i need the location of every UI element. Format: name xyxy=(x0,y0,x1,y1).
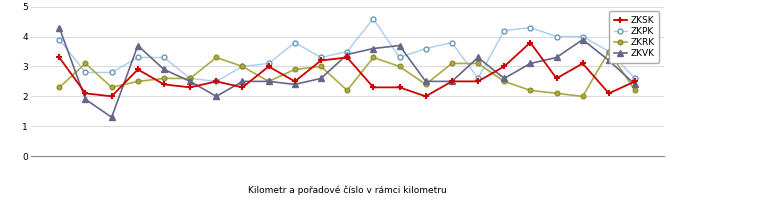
ZKSK xyxy=(290,80,299,83)
ZKPK xyxy=(500,29,509,32)
ZKPK xyxy=(212,80,221,83)
ZKVK xyxy=(107,116,116,119)
ZKVK xyxy=(185,80,195,83)
ZKRK xyxy=(107,86,116,89)
ZKVK xyxy=(604,59,613,62)
ZKPK xyxy=(55,38,64,41)
ZKPK xyxy=(264,62,273,65)
ZKPK xyxy=(369,17,378,20)
ZKSK xyxy=(264,65,273,68)
ZKPK xyxy=(604,50,613,53)
Line: ZKRK: ZKRK xyxy=(57,49,637,99)
ZKSK xyxy=(526,41,535,44)
ZKVK xyxy=(134,44,143,47)
ZKRK xyxy=(134,80,143,83)
ZKVK xyxy=(81,98,90,101)
ZKRK xyxy=(290,68,299,71)
ZKRK xyxy=(552,92,561,95)
ZKVK xyxy=(290,83,299,86)
ZKSK xyxy=(500,65,509,68)
Line: ZKVK: ZKVK xyxy=(56,25,638,120)
ZKVK xyxy=(526,62,535,65)
ZKRK xyxy=(500,80,509,83)
ZKSK xyxy=(604,92,613,95)
ZKRK xyxy=(212,56,221,59)
ZKVK xyxy=(369,47,378,50)
ZKVK xyxy=(212,95,221,98)
ZKRK xyxy=(159,77,169,80)
ZKPK xyxy=(134,56,143,59)
ZKSK xyxy=(159,83,169,86)
Line: ZKPK: ZKPK xyxy=(57,16,637,84)
ZKSK xyxy=(107,95,116,98)
ZKRK xyxy=(238,65,247,68)
ZKRK xyxy=(578,95,588,98)
ZKPK xyxy=(81,71,90,74)
ZKVK xyxy=(238,80,247,83)
ZKVK xyxy=(55,26,64,29)
ZKVK xyxy=(578,38,588,41)
ZKPK xyxy=(421,47,430,50)
ZKVK xyxy=(473,56,482,59)
ZKRK xyxy=(447,62,456,65)
ZKSK xyxy=(473,80,482,83)
ZKSK xyxy=(212,80,221,83)
ZKVK xyxy=(447,80,456,83)
ZKSK xyxy=(134,68,143,71)
ZKPK xyxy=(473,77,482,80)
ZKSK xyxy=(238,86,247,89)
ZKPK xyxy=(578,35,588,38)
ZKRK xyxy=(81,62,90,65)
ZKRK xyxy=(473,62,482,65)
ZKRK xyxy=(421,83,430,86)
ZKPK xyxy=(447,41,456,44)
Line: ZKSK: ZKSK xyxy=(56,39,639,100)
ZKVK xyxy=(395,44,404,47)
ZKSK xyxy=(630,80,639,83)
ZKSK xyxy=(317,59,326,62)
ZKRK xyxy=(630,89,639,92)
ZKRK xyxy=(317,65,326,68)
ZKVK xyxy=(264,80,273,83)
ZKRK xyxy=(604,50,613,53)
ZKSK xyxy=(369,86,378,89)
ZKRK xyxy=(343,89,352,92)
ZKPK xyxy=(630,77,639,80)
ZKVK xyxy=(421,80,430,83)
ZKVK xyxy=(630,83,639,86)
ZKSK xyxy=(447,80,456,83)
ZKSK xyxy=(55,56,64,59)
ZKPK xyxy=(526,26,535,29)
ZKSK xyxy=(578,62,588,65)
ZKPK xyxy=(290,41,299,44)
ZKPK xyxy=(185,77,195,80)
ZKSK xyxy=(395,86,404,89)
ZKRK xyxy=(185,77,195,80)
X-axis label: Kilometr a pořadové číslo v rámci kilometru: Kilometr a pořadové číslo v rámci kilome… xyxy=(248,186,446,196)
ZKPK xyxy=(238,65,247,68)
ZKPK xyxy=(317,56,326,59)
ZKVK xyxy=(500,77,509,80)
ZKVK xyxy=(317,77,326,80)
ZKPK xyxy=(395,56,404,59)
Legend: ZKSK, ZKPK, ZKRK, ZKVK: ZKSK, ZKPK, ZKRK, ZKVK xyxy=(609,11,659,63)
ZKPK xyxy=(343,50,352,53)
ZKSK xyxy=(343,56,352,59)
ZKRK xyxy=(395,65,404,68)
ZKSK xyxy=(185,86,195,89)
ZKSK xyxy=(81,92,90,95)
ZKPK xyxy=(159,56,169,59)
ZKSK xyxy=(552,77,561,80)
ZKPK xyxy=(552,35,561,38)
ZKVK xyxy=(343,53,352,56)
ZKRK xyxy=(264,80,273,83)
ZKPK xyxy=(107,71,116,74)
ZKRK xyxy=(55,86,64,89)
ZKSK xyxy=(421,95,430,98)
ZKVK xyxy=(159,68,169,71)
ZKRK xyxy=(369,56,378,59)
ZKVK xyxy=(552,56,561,59)
ZKRK xyxy=(526,89,535,92)
